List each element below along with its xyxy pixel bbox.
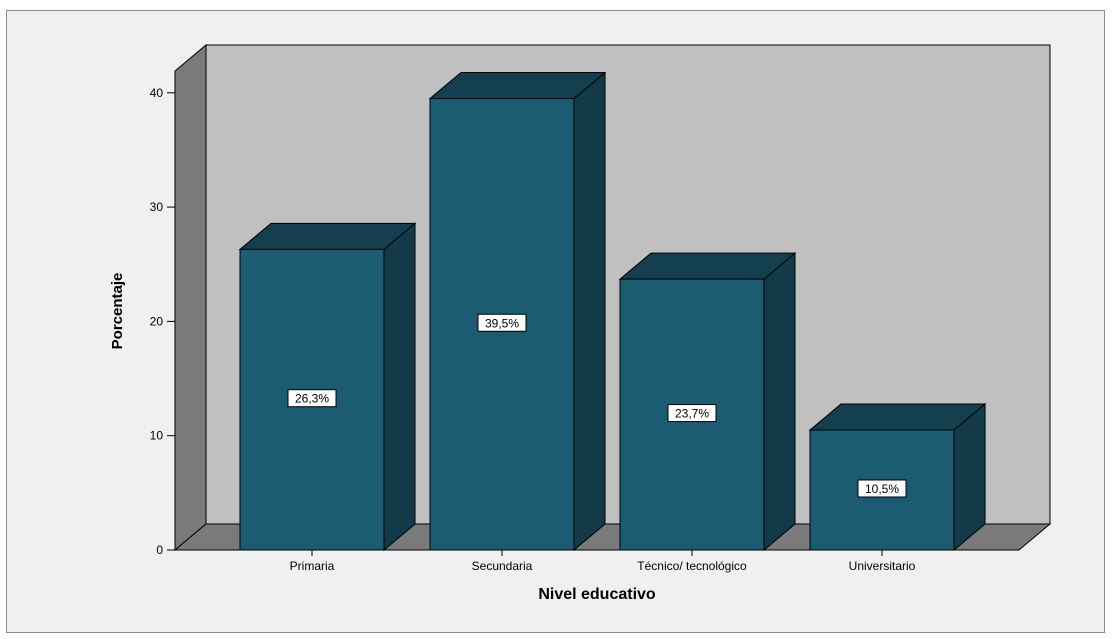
y-axis-title: Porcentaje bbox=[109, 273, 126, 350]
bar-4: 10,5% bbox=[808, 402, 987, 552]
x-tick-label: Primaria bbox=[290, 559, 335, 573]
bars: 26,3% 39,5% 23,7% 10,5% bbox=[238, 71, 987, 552]
y-tick-label: 40 bbox=[150, 86, 164, 100]
data-label-box bbox=[287, 389, 337, 408]
bar-top bbox=[618, 252, 797, 280]
bar-top bbox=[238, 222, 417, 250]
y-tick-label: 10 bbox=[150, 429, 164, 443]
data-label-text: 39,5% bbox=[485, 316, 519, 330]
data-label: 10,5% bbox=[857, 479, 907, 498]
data-label-box bbox=[477, 313, 527, 332]
bar-1: 26,3% bbox=[238, 222, 417, 552]
y-tick-label: 30 bbox=[150, 200, 164, 214]
data-label-box bbox=[667, 404, 717, 423]
x-tick-label: Universitario bbox=[849, 559, 916, 573]
data-label-box bbox=[857, 479, 907, 498]
data-label-text: 26,3% bbox=[295, 392, 329, 406]
x-tick-label: Secundaria bbox=[472, 559, 533, 573]
x-tick-label: Técnico/ tecnológico bbox=[637, 559, 747, 573]
bar-side bbox=[383, 222, 416, 552]
x-axis: Primaria Secundaria Técnico/ tecnológico Un… bbox=[290, 550, 916, 573]
x-axis-title: Nivel educativo bbox=[538, 586, 656, 603]
y-axis: 0 10 20 30 40 bbox=[150, 71, 176, 557]
bar-2: 39,5% bbox=[428, 71, 607, 552]
bar-top bbox=[808, 403, 987, 431]
data-label-text: 23,7% bbox=[675, 407, 709, 421]
side-wall bbox=[174, 43, 207, 552]
data-label: 39,5% bbox=[477, 313, 527, 332]
data-label-text: 10,5% bbox=[865, 482, 899, 496]
bar-side bbox=[573, 71, 606, 552]
bar-3: 23,7% bbox=[618, 252, 797, 552]
data-label: 23,7% bbox=[667, 404, 717, 423]
y-tick-label: 20 bbox=[150, 314, 164, 328]
bar-top bbox=[428, 72, 607, 100]
data-label: 26,3% bbox=[287, 389, 337, 408]
bar-side bbox=[763, 252, 796, 552]
y-tick-label: 0 bbox=[156, 543, 163, 557]
